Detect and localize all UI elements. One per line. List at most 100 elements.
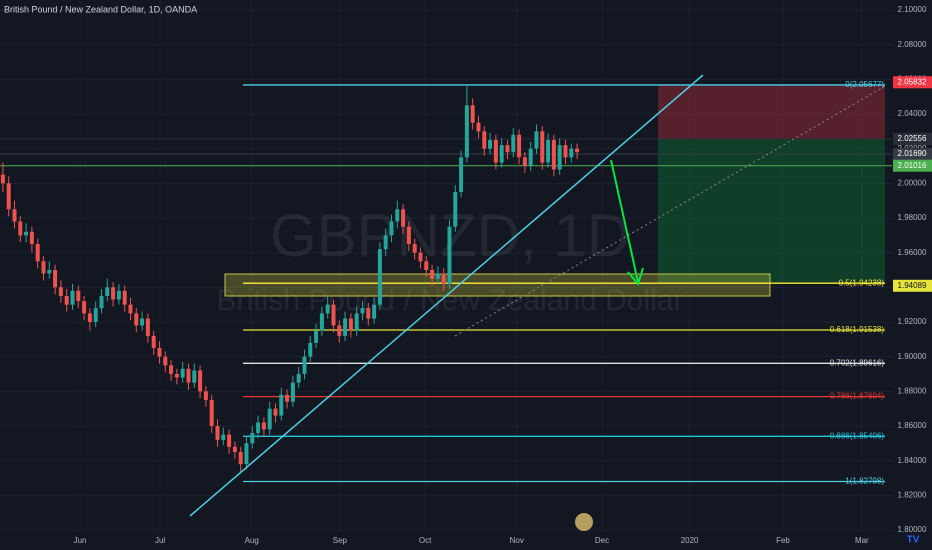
candle-body <box>273 408 278 416</box>
candle-body <box>70 290 75 305</box>
price-tag-label: 2.01016 <box>898 161 927 170</box>
candle-body <box>360 308 365 314</box>
candle-body <box>29 231 34 244</box>
candle-body <box>488 140 493 149</box>
candle-body <box>511 134 516 153</box>
price-tag <box>893 159 932 172</box>
candle-body <box>308 342 313 357</box>
candle-body <box>256 422 261 433</box>
candle-body <box>35 244 40 262</box>
x-tick-label: Nov <box>510 536 524 545</box>
candle-body <box>517 134 522 158</box>
candle-body <box>441 273 446 284</box>
arrow <box>610 159 644 287</box>
candle-body <box>82 301 87 314</box>
y-tick-label: 2.04000 <box>898 109 927 118</box>
candle-body <box>499 145 504 163</box>
candle-body <box>534 131 539 149</box>
candle-body <box>540 131 545 163</box>
price-tag <box>893 76 932 89</box>
candle-body <box>459 157 464 192</box>
candle-body <box>267 408 272 430</box>
y-tick-label: 1.96000 <box>898 248 927 257</box>
candle-body <box>557 145 562 170</box>
y-tick-label: 1.88000 <box>898 386 927 395</box>
candle-body <box>424 261 429 270</box>
candle-body <box>575 148 580 153</box>
candle-body <box>476 122 481 132</box>
candle-body <box>180 368 185 378</box>
candle-body <box>528 148 533 166</box>
price-tag <box>893 133 932 146</box>
price-axis <box>892 0 932 550</box>
candle-body <box>58 287 63 296</box>
price-tag-label: 2.02556 <box>898 134 927 143</box>
candle-body <box>0 174 5 184</box>
candle-body <box>232 446 237 452</box>
y-tick-label: 2.10000 <box>898 5 927 14</box>
y-tick-label: 1.90000 <box>898 352 927 361</box>
candle-body <box>163 356 168 366</box>
candle-body <box>366 308 371 319</box>
candle-body <box>186 368 191 383</box>
candle-body <box>493 140 498 163</box>
support-zone <box>224 273 771 297</box>
y-tick-label: 1.92000 <box>898 317 927 326</box>
candle-body <box>412 244 417 253</box>
candle-body <box>279 394 284 416</box>
candle-body <box>383 235 388 250</box>
y-tick-label: 2.00000 <box>898 178 927 187</box>
price-tag-label: 2.01690 <box>898 149 927 158</box>
chart-title: British Pound / New Zealand Dollar, 1D, … <box>4 4 197 14</box>
candle-body <box>482 131 487 149</box>
candle-body <box>302 356 307 374</box>
candle-body <box>76 290 81 302</box>
arrow-shaft <box>610 159 639 283</box>
candle-body <box>290 382 295 402</box>
icon <box>575 513 593 531</box>
candle-body <box>453 192 458 227</box>
candle-body <box>140 318 145 326</box>
candle-body <box>546 140 551 163</box>
position-tool <box>658 84 885 284</box>
fib-label: 0.886(1.85406) <box>830 431 885 440</box>
x-tick-label: Aug <box>245 536 259 545</box>
candle-body <box>522 157 527 166</box>
fib-label: 1(1.82798) <box>845 477 884 486</box>
candle-body <box>203 391 208 400</box>
candle-body <box>464 105 469 158</box>
candles <box>0 86 580 473</box>
fib-label: 0.702(1.89616) <box>830 358 885 367</box>
candle-body <box>395 209 400 222</box>
price-tag-label: 2.05832 <box>898 77 927 86</box>
candle-body <box>348 318 353 331</box>
candle-body <box>41 261 46 274</box>
fib-label: 0(2.05677) <box>845 80 884 89</box>
target-zone <box>658 139 885 284</box>
y-tick-label: 1.98000 <box>898 213 927 222</box>
candle-body <box>331 304 336 326</box>
price-tag-label: 1.94089 <box>898 281 927 290</box>
candle-body <box>551 140 556 170</box>
price-tag <box>893 279 932 292</box>
candle-body <box>354 313 359 331</box>
x-tick-label: Jul <box>155 536 165 545</box>
candle-body <box>435 273 440 279</box>
candle-body <box>87 313 92 322</box>
candle-body <box>227 434 232 447</box>
candle-body <box>134 313 139 326</box>
y-tick-label: 1.84000 <box>898 456 927 465</box>
candle-body <box>319 313 324 331</box>
candle-body <box>244 443 249 465</box>
candle-body <box>221 434 226 440</box>
candle-body <box>343 318 348 336</box>
candle-body <box>372 304 377 319</box>
candle-body <box>250 432 255 444</box>
candle-body <box>174 374 179 378</box>
candle-body <box>18 221 23 236</box>
candle-body <box>24 231 29 236</box>
candle-body <box>563 145 568 158</box>
watermark-name: British Pound / New Zealand Dollar <box>217 284 684 317</box>
fib-label: 0.618(1.91538) <box>830 325 885 334</box>
